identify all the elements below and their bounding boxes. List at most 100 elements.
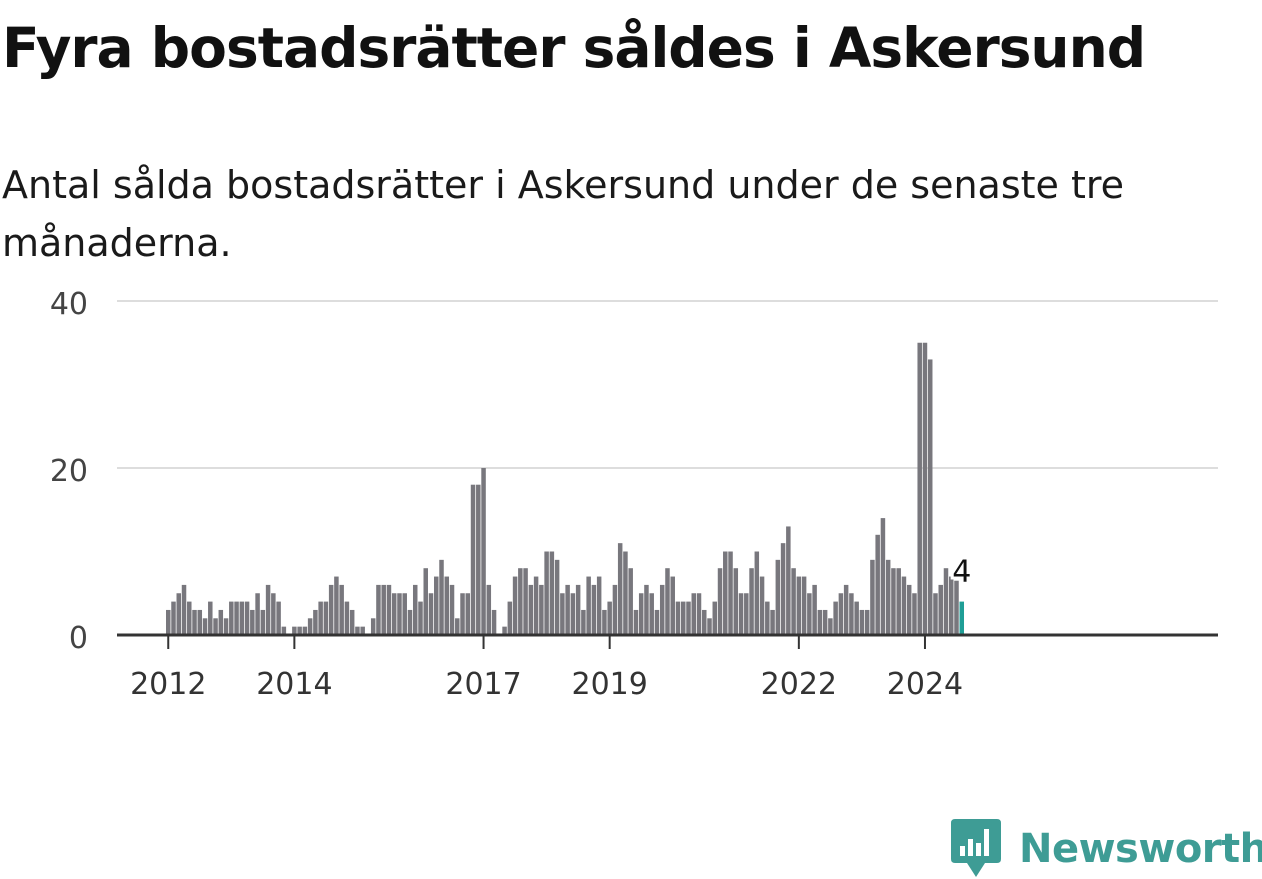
bar xyxy=(696,593,702,635)
bar xyxy=(843,584,849,635)
bar xyxy=(596,576,602,635)
bar xyxy=(455,618,460,635)
bar xyxy=(749,568,754,635)
x-tick-label: 2014 xyxy=(256,667,332,702)
bar xyxy=(612,584,618,635)
bar xyxy=(271,593,276,635)
bar xyxy=(880,518,886,635)
bar xyxy=(885,559,891,635)
bar xyxy=(875,534,880,635)
bar xyxy=(817,609,823,635)
bar xyxy=(565,584,570,635)
bar xyxy=(376,584,381,635)
bar xyxy=(754,551,760,635)
bar xyxy=(912,593,917,635)
bar xyxy=(765,601,770,635)
chart-subtitle: Antal sålda bostadsrätter i Askersund un… xyxy=(2,163,1125,265)
bar xyxy=(938,584,943,635)
bar xyxy=(638,593,644,635)
bar xyxy=(423,568,428,635)
bar xyxy=(775,559,781,635)
bar xyxy=(386,584,392,635)
bar xyxy=(255,593,260,635)
bar xyxy=(581,609,586,635)
bar xyxy=(549,551,555,635)
bar-layer xyxy=(166,342,965,635)
bar xyxy=(360,626,365,635)
bar xyxy=(628,568,633,635)
bar xyxy=(323,601,329,635)
bar xyxy=(166,609,171,635)
bar xyxy=(780,543,786,635)
bar xyxy=(723,551,728,635)
bar xyxy=(933,593,938,635)
label-layer: 0 20 40 2012 2014 2017 2019 2022 2024 4 xyxy=(50,287,974,702)
bar xyxy=(418,601,423,635)
bar xyxy=(391,593,397,635)
bar xyxy=(512,576,518,635)
newsworthy-logo: Newsworthy xyxy=(951,819,1262,879)
newsworthy-logo-icon xyxy=(951,819,1001,877)
bar xyxy=(518,568,523,635)
bar xyxy=(476,484,481,635)
bar xyxy=(313,609,318,635)
bar xyxy=(334,576,339,635)
bar xyxy=(896,568,901,635)
bar xyxy=(187,601,192,635)
bar xyxy=(675,601,681,635)
bar xyxy=(712,601,718,635)
bar xyxy=(328,584,334,635)
bar xyxy=(586,576,591,635)
bar xyxy=(397,593,402,635)
bar xyxy=(381,584,386,635)
bar xyxy=(948,576,954,635)
bar xyxy=(717,568,723,635)
y-tick-label: 40 xyxy=(50,287,88,322)
bar xyxy=(591,584,597,635)
bar xyxy=(470,484,476,635)
bar xyxy=(954,580,959,635)
bar xyxy=(428,593,434,635)
bar xyxy=(197,609,203,635)
bar xyxy=(265,584,271,635)
bar xyxy=(617,543,623,635)
bar xyxy=(738,593,744,635)
bar xyxy=(229,601,234,635)
bar xyxy=(796,576,802,635)
bar xyxy=(707,618,712,635)
bar xyxy=(460,593,465,635)
bar xyxy=(533,576,539,635)
bar xyxy=(791,568,796,635)
x-tick-label: 2024 xyxy=(887,667,963,702)
bar xyxy=(412,584,418,635)
bar xyxy=(665,568,670,635)
bar xyxy=(539,584,544,635)
bar xyxy=(728,551,733,635)
bar xyxy=(659,584,665,635)
bar xyxy=(654,609,660,635)
bar xyxy=(250,609,255,635)
bar xyxy=(181,584,187,635)
bar xyxy=(528,584,534,635)
bar xyxy=(870,559,875,635)
x-tick-label: 2012 xyxy=(130,667,206,702)
highlight-bar xyxy=(959,601,965,635)
bar xyxy=(812,584,817,635)
bar xyxy=(434,576,439,635)
bar xyxy=(370,618,376,635)
chart-title: Fyra bostadsrätter såldes i Askersund xyxy=(2,16,1146,80)
bar xyxy=(838,593,844,635)
bar xyxy=(260,609,266,635)
bar xyxy=(691,593,696,635)
bar xyxy=(339,584,344,635)
bar xyxy=(276,601,281,635)
bar xyxy=(202,618,208,635)
bar xyxy=(649,593,654,635)
bar xyxy=(770,609,775,635)
bar xyxy=(554,559,560,635)
bar xyxy=(208,601,213,635)
bar xyxy=(407,609,413,635)
highlight-value-label: 4 xyxy=(952,555,971,590)
bar xyxy=(680,601,686,635)
bar xyxy=(544,551,549,635)
